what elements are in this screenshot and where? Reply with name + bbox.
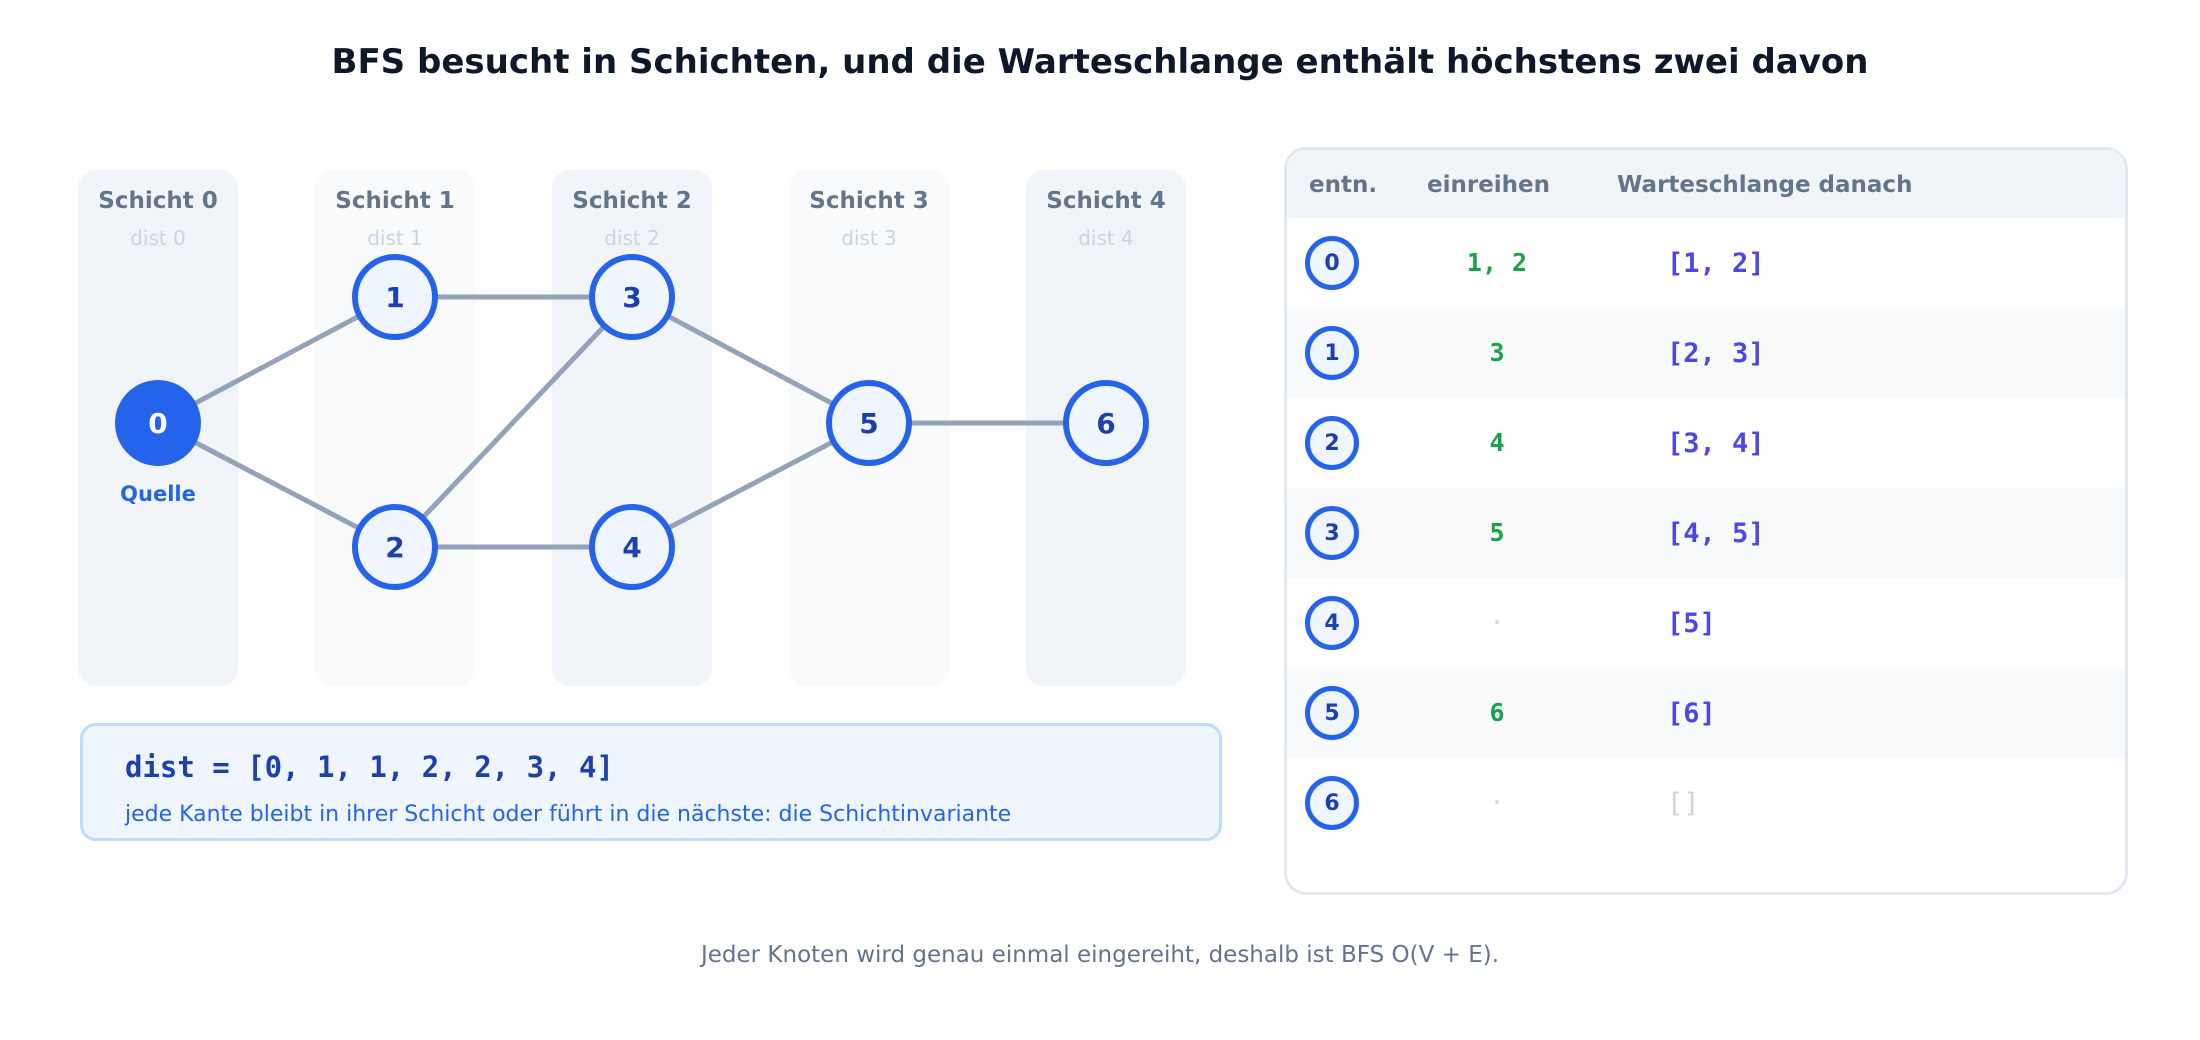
graph-node-6: 6 [1063, 380, 1149, 466]
layer-title: Schicht 4 [1046, 188, 1166, 214]
queue-state: [4, 5] [1667, 518, 1765, 549]
layer-title: Schicht 2 [572, 188, 692, 214]
layer-title: Schicht 3 [809, 188, 929, 214]
layer-dist: dist 3 [841, 226, 897, 250]
dist-array: dist = [0, 1, 1, 2, 2, 3, 4] [125, 750, 614, 784]
graph-node-1: 1 [352, 254, 438, 340]
queue-state: [] [1667, 788, 1700, 819]
layer-dist: dist 2 [604, 226, 660, 250]
edge-3-5 [630, 294, 871, 426]
dequeued-node: 6 [1305, 776, 1359, 830]
node-label: 3 [622, 281, 641, 314]
enqueued-nodes: 6 [1489, 698, 1505, 727]
enqueued-nodes: 1, 2 [1466, 248, 1528, 277]
layer-title: Schicht 0 [98, 188, 218, 214]
source-label: Quelle [120, 482, 196, 506]
header-enqueue: einreihen [1427, 172, 1551, 198]
dequeued-node: 1 [1305, 326, 1359, 380]
header-queue: Warteschlange danach [1617, 172, 1913, 198]
table-row: 2 4 [3, 4] [1287, 398, 2125, 488]
node-circle [826, 380, 912, 466]
graph-node-0: 0 [115, 380, 201, 466]
queue-table: entn. einreihen Warteschlange danach 0 1,… [1284, 147, 2128, 895]
queue-state: [5] [1667, 608, 1716, 639]
layer-dist: dist 4 [1078, 226, 1134, 250]
table-row: 6 · [] [1287, 758, 2125, 848]
edge-0-2 [156, 420, 397, 550]
node-circle [115, 380, 201, 466]
dequeued-node: 4 [1305, 596, 1359, 650]
table-row: 1 3 [2, 3] [1287, 308, 2125, 398]
node-label: 4 [622, 531, 641, 564]
header-dequeue: entn. [1309, 172, 1378, 198]
enqueued-nodes: · [1489, 788, 1505, 817]
edge-4-5 [630, 420, 871, 550]
layer-column-2: Schicht 2 dist 2 [552, 170, 712, 686]
enqueued-nodes: 3 [1489, 338, 1505, 367]
node-label: 6 [1096, 407, 1115, 440]
table-header: entn. einreihen Warteschlange danach [1287, 150, 2125, 218]
footnote: Jeder Knoten wird genau einmal eingereih… [700, 942, 1500, 968]
enqueued-nodes: · [1489, 608, 1505, 637]
layer-invariant-note: jede Kante bleibt in ihrer Schicht oder … [125, 802, 1012, 827]
bfs-graph: 0 1 2 3 4 5 6 [115, 254, 1149, 590]
layer-dist: dist 0 [130, 226, 186, 250]
queue-state: [1, 2] [1667, 248, 1765, 279]
edge-2-3 [393, 295, 634, 549]
layer-dist: dist 1 [367, 226, 423, 250]
enqueued-nodes: 4 [1489, 428, 1505, 457]
graph-node-5: 5 [826, 380, 912, 466]
enqueued-nodes: 5 [1489, 518, 1505, 547]
dequeued-node: 2 [1305, 416, 1359, 470]
node-label: 5 [859, 407, 878, 440]
layer-column-4: Schicht 4 dist 4 [1026, 170, 1186, 686]
layer-title: Schicht 1 [335, 188, 455, 214]
edge-0-1 [156, 294, 397, 426]
node-circle [589, 504, 675, 590]
queue-state: [6] [1667, 698, 1716, 729]
queue-state: [3, 4] [1667, 428, 1765, 459]
node-circle [352, 504, 438, 590]
dist-box: dist = [0, 1, 1, 2, 2, 3, 4] jede Kante … [80, 723, 1222, 841]
dequeued-node: 3 [1305, 506, 1359, 560]
dequeued-node: 5 [1305, 686, 1359, 740]
node-circle [589, 254, 675, 340]
node-label: 1 [385, 281, 404, 314]
table-row: 5 6 [6] [1287, 668, 2125, 758]
node-label: 2 [385, 531, 404, 564]
node-circle [352, 254, 438, 340]
table-row: 0 1, 2 [1, 2] [1287, 218, 2125, 308]
page-title: BFS besucht in Schichten, und die Wartes… [331, 42, 1869, 82]
graph-node-3: 3 [589, 254, 675, 340]
table-row: 3 5 [4, 5] [1287, 488, 2125, 578]
node-circle [1063, 380, 1149, 466]
queue-state: [2, 3] [1667, 338, 1765, 369]
graph-node-4: 4 [589, 504, 675, 590]
node-label: 0 [148, 407, 167, 440]
dequeued-node: 0 [1305, 236, 1359, 290]
table-row: 4 · [5] [1287, 578, 2125, 668]
graph-node-2: 2 [352, 504, 438, 590]
